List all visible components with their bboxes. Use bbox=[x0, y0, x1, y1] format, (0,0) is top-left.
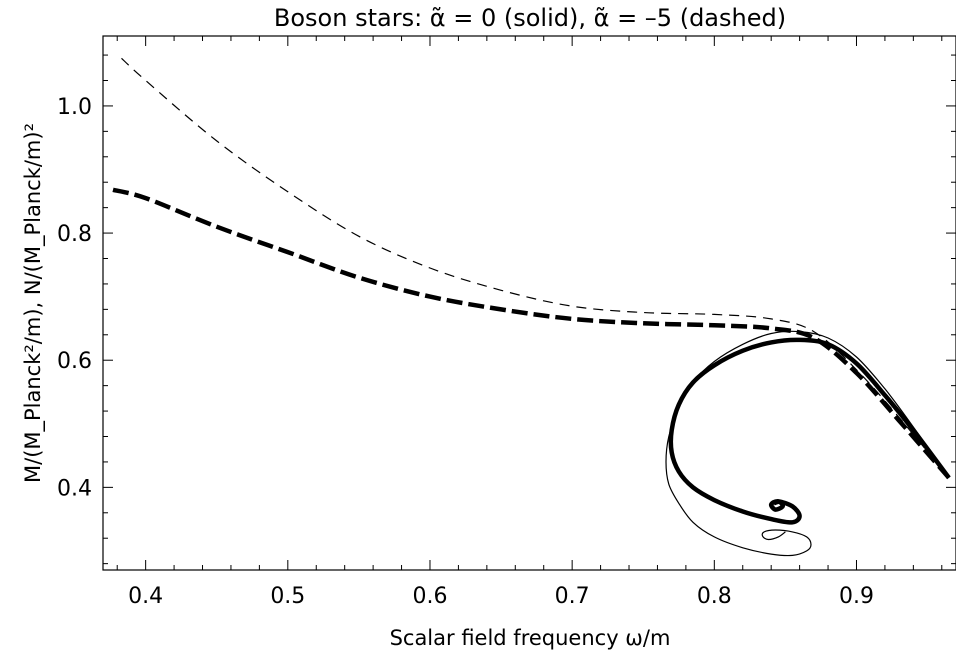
x-tick-label: 0.5 bbox=[270, 584, 305, 609]
chart-title: Boson stars: α̃ = 0 (solid), α̃ = –5 (da… bbox=[274, 4, 786, 32]
x-tick-label: 0.6 bbox=[412, 584, 447, 609]
series-line-solid-thin bbox=[665, 330, 950, 557]
y-tick-label: 0.6 bbox=[57, 349, 92, 374]
tick-labels: 0.4 0.5 0.6 0.7 0.8 0.9 0.4 0.6 0.8 1.0 bbox=[57, 95, 874, 609]
x-tick-label: 0.7 bbox=[555, 584, 590, 609]
ticks bbox=[103, 36, 956, 570]
y-tick-label: 0.8 bbox=[57, 222, 92, 247]
x-tick-label: 0.4 bbox=[128, 584, 163, 609]
series-line-solid-thick bbox=[668, 337, 951, 525]
y-tick-label: 1.0 bbox=[57, 95, 92, 120]
series-line-dashed-thin bbox=[121, 57, 950, 479]
x-tick-label: 0.8 bbox=[697, 584, 732, 609]
y-tick-label: 0.4 bbox=[57, 476, 92, 501]
series-group bbox=[112, 57, 951, 557]
series-line-dashed-thick bbox=[112, 187, 951, 480]
x-tick-label: 0.9 bbox=[839, 584, 874, 609]
plot-frame bbox=[102, 35, 956, 571]
y-axis-title: M/(M_Planck²/m), N/(M_Planck/m)² bbox=[21, 123, 46, 483]
x-axis-title: Scalar field frequency ω/m bbox=[390, 626, 671, 650]
